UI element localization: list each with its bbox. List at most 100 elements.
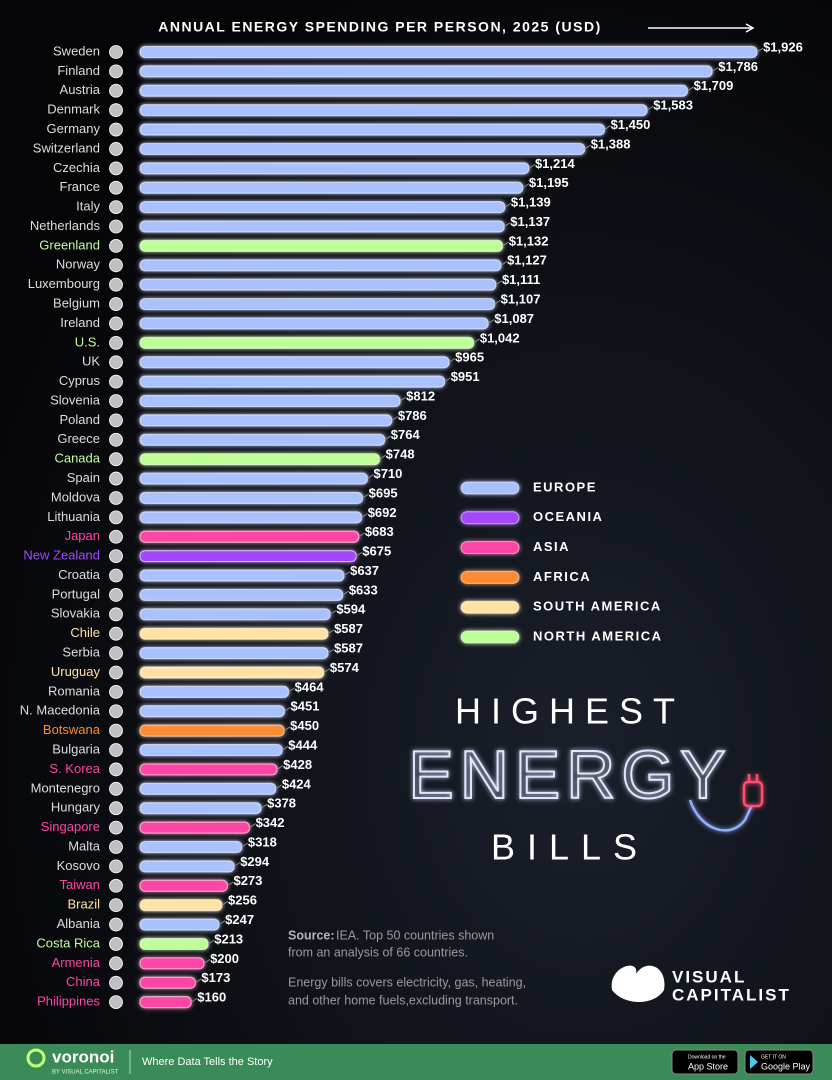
bar bbox=[139, 530, 360, 543]
bar bbox=[139, 918, 220, 931]
flag-icon bbox=[109, 355, 123, 370]
country-label: Greece bbox=[57, 431, 100, 446]
value-label: $594 bbox=[336, 602, 366, 617]
bar bbox=[139, 860, 235, 873]
bar-end-lead bbox=[249, 823, 256, 829]
flag-icon bbox=[109, 937, 123, 951]
title-arrow bbox=[648, 23, 755, 33]
country-label: Philippines bbox=[37, 994, 100, 1009]
bar-end-lead bbox=[207, 939, 215, 945]
value-label: $574 bbox=[330, 660, 360, 675]
value-label: $675 bbox=[362, 544, 391, 559]
value-label: $1,388 bbox=[591, 136, 631, 151]
flag-icon bbox=[109, 626, 123, 641]
flag-icon bbox=[109, 510, 123, 525]
value-label: $1,926 bbox=[763, 39, 803, 54]
value-label: $247 bbox=[225, 912, 254, 927]
bar bbox=[139, 588, 344, 602]
bar-end-lead bbox=[379, 454, 386, 460]
flag-icon bbox=[109, 394, 123, 408]
legend-label: EUROPE bbox=[533, 479, 597, 494]
country-label: Montenegro bbox=[31, 780, 100, 795]
bar-end-lead bbox=[358, 532, 366, 538]
flag-icon bbox=[109, 859, 123, 874]
value-label: $1,786 bbox=[718, 59, 758, 74]
flag-icon bbox=[109, 45, 123, 59]
bar-end-lead bbox=[399, 396, 407, 402]
country-label: Brazil bbox=[67, 897, 100, 912]
value-label: $637 bbox=[350, 563, 379, 578]
bar-end-lead bbox=[203, 958, 211, 964]
country-label: Portugal bbox=[52, 586, 101, 601]
bar-end-lead bbox=[367, 474, 374, 479]
app-store-badge[interactable]: Download on the App Store bbox=[671, 1049, 739, 1075]
value-label: $378 bbox=[267, 796, 296, 811]
country-label: Germany bbox=[47, 121, 101, 136]
flag-icon bbox=[109, 995, 123, 1010]
source-notes: Source: IEA. Top 50 countries shown from… bbox=[288, 928, 526, 1007]
legend-swatch bbox=[460, 630, 520, 644]
bar-end-lead bbox=[687, 86, 694, 92]
country-label: Croatia bbox=[58, 567, 101, 582]
bar bbox=[139, 84, 689, 97]
value-label: $1,137 bbox=[510, 214, 550, 229]
bar bbox=[139, 724, 285, 737]
bar bbox=[139, 491, 364, 505]
country-label: Belgium bbox=[53, 296, 100, 311]
bar bbox=[139, 278, 497, 291]
value-label: $1,127 bbox=[507, 253, 547, 268]
bar-end-lead bbox=[391, 415, 399, 421]
google-play-badge[interactable]: GET IT ON Google Play bbox=[744, 1049, 814, 1075]
flag-icon bbox=[109, 161, 123, 176]
country-label: Costa Rica bbox=[36, 935, 100, 950]
flag-icon bbox=[109, 840, 123, 854]
bar-end-lead bbox=[494, 299, 501, 305]
bar bbox=[139, 685, 290, 698]
flag-icon bbox=[109, 956, 123, 971]
bar-end-lead bbox=[522, 183, 530, 189]
bar bbox=[139, 414, 393, 427]
bar-end-lead bbox=[362, 493, 369, 499]
flag-icon bbox=[109, 83, 123, 98]
bar-end-lead bbox=[323, 668, 331, 673]
bar-end-lead bbox=[504, 222, 511, 227]
country-label: Moldova bbox=[51, 489, 101, 504]
value-label: $160 bbox=[197, 990, 226, 1005]
bar bbox=[139, 511, 363, 524]
bar bbox=[139, 976, 197, 989]
bar bbox=[139, 297, 496, 311]
flag-icon bbox=[109, 103, 123, 118]
flag-icon bbox=[109, 723, 123, 738]
bar bbox=[139, 123, 606, 136]
legend-swatch bbox=[460, 570, 520, 584]
country-label: Czechia bbox=[53, 160, 101, 175]
bar-end-lead bbox=[384, 435, 392, 441]
footer-by: BY VISUAL CAPITALIST bbox=[52, 1070, 119, 1076]
country-label: Bulgaria bbox=[52, 741, 100, 756]
definition: and other home fuels,excluding transport… bbox=[288, 993, 518, 1007]
bar-end-lead bbox=[487, 319, 495, 324]
legend-swatch bbox=[460, 600, 520, 614]
bar-end-lead bbox=[528, 163, 536, 169]
value-label: $273 bbox=[233, 873, 262, 888]
flag-icon bbox=[109, 238, 123, 253]
country-label: Cyprus bbox=[59, 373, 101, 388]
value-label: $342 bbox=[256, 815, 285, 830]
bar bbox=[139, 259, 502, 272]
definition: Energy bills covers electricity, gas, he… bbox=[288, 975, 526, 989]
country-label: Albania bbox=[57, 916, 101, 931]
flag-icon bbox=[109, 374, 123, 389]
flag-icon bbox=[109, 122, 123, 137]
bar-end-lead bbox=[283, 726, 291, 732]
value-label: $1,111 bbox=[502, 272, 540, 287]
flag-icon bbox=[109, 64, 123, 79]
flag-icon bbox=[109, 684, 123, 699]
flag-icon bbox=[109, 491, 123, 505]
vc-logo: VISUAL CAPITALIST bbox=[611, 965, 789, 1004]
bar bbox=[139, 317, 489, 330]
value-label: $1,107 bbox=[501, 292, 541, 307]
bar bbox=[139, 453, 381, 466]
country-label: Greenland bbox=[39, 237, 100, 252]
badge-small: GET IT ON bbox=[761, 1054, 786, 1060]
